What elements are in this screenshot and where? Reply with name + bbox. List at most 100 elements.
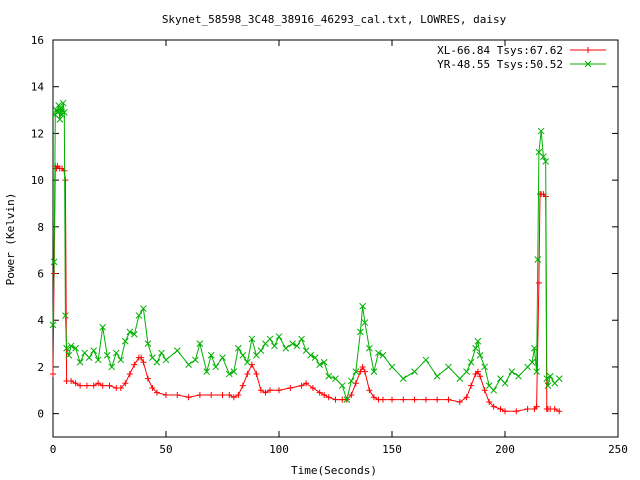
- series-yr: [49, 99, 563, 403]
- data-point: [531, 344, 538, 352]
- x-tick-label: 0: [50, 443, 57, 456]
- data-point: [60, 109, 68, 116]
- data-point: [508, 368, 516, 375]
- data-point: [366, 387, 373, 394]
- data-point: [103, 351, 111, 359]
- data-point: [253, 370, 260, 377]
- data-point: [422, 396, 429, 403]
- data-point: [433, 372, 441, 380]
- data-point: [533, 368, 540, 375]
- legend-label-xl: XL-66.84 Tsys:67.62: [437, 44, 563, 57]
- data-point: [173, 347, 181, 354]
- data-point: [234, 344, 242, 352]
- data-point: [59, 99, 67, 107]
- data-point: [85, 354, 93, 361]
- x-tick-label: 100: [269, 443, 289, 456]
- data-point: [332, 396, 339, 403]
- data-point: [501, 379, 509, 387]
- data-point: [275, 333, 283, 340]
- data-point: [422, 356, 430, 364]
- data-point: [361, 368, 368, 375]
- data-point: [266, 387, 273, 394]
- data-point: [144, 375, 151, 382]
- series-line: [52, 165, 560, 412]
- data-point: [320, 358, 328, 366]
- data-point: [126, 370, 133, 377]
- data-point: [138, 354, 145, 361]
- data-point: [481, 363, 489, 371]
- data-point: [239, 382, 246, 389]
- y-tick-label: 14: [31, 81, 45, 94]
- y-axis: 0 2 4 6 8 10 12 14 16: [31, 34, 618, 421]
- data-point: [474, 337, 482, 345]
- data-point: [389, 396, 395, 403]
- data-point: [476, 351, 484, 359]
- data-point: [537, 127, 545, 135]
- data-point: [57, 104, 65, 112]
- data-point: [162, 356, 170, 364]
- data-point: [76, 358, 84, 366]
- data-point: [497, 405, 504, 412]
- data-point: [477, 373, 484, 380]
- data-point: [203, 368, 211, 375]
- data-point: [135, 312, 143, 319]
- data-point: [551, 405, 558, 412]
- data-point: [230, 394, 237, 401]
- data-point: [474, 368, 481, 375]
- data-point: [338, 382, 346, 389]
- data-point: [262, 389, 269, 396]
- data-point: [502, 408, 508, 415]
- data-point: [325, 394, 332, 401]
- data-point: [388, 363, 396, 371]
- data-point: [556, 408, 563, 415]
- data-point: [307, 351, 314, 359]
- legend-marker: [584, 60, 592, 68]
- data-point: [50, 370, 56, 377]
- y-tick-label: 0: [37, 408, 44, 421]
- data-point: [366, 344, 373, 352]
- data-point: [379, 396, 386, 403]
- data-point: [158, 349, 165, 357]
- data-point: [140, 359, 147, 366]
- series-xl: [50, 163, 563, 415]
- data-point: [112, 349, 120, 357]
- data-point: [149, 384, 156, 391]
- data-point: [468, 382, 475, 389]
- data-point: [343, 396, 351, 403]
- data-point: [185, 361, 192, 368]
- data-point: [94, 356, 102, 364]
- data-point: [375, 349, 382, 357]
- data-point: [379, 351, 387, 359]
- chart-title: Skynet_58598_3C48_38916_46293_cal.txt, L…: [162, 13, 507, 26]
- data-point: [399, 375, 407, 382]
- data-point: [542, 158, 550, 165]
- x-axis: 0 50 100 150 200 250: [50, 40, 628, 456]
- data-point: [244, 370, 251, 377]
- data-point: [347, 377, 355, 385]
- y-tick-label: 2: [37, 361, 44, 374]
- x-tick-label: 250: [608, 443, 628, 456]
- legend-label-yr: YR-48.55 Tsys:50.52: [437, 58, 563, 71]
- series-layer: [49, 99, 563, 415]
- data-point: [445, 363, 452, 371]
- data-point: [546, 372, 554, 380]
- data-point: [62, 312, 69, 319]
- data-point: [196, 340, 204, 347]
- y-tick-label: 4: [37, 314, 44, 327]
- data-point: [257, 347, 265, 354]
- data-point: [271, 342, 278, 350]
- y-tick-label: 6: [37, 268, 44, 281]
- data-point: [456, 398, 463, 405]
- data-point: [95, 380, 102, 387]
- data-point: [543, 375, 551, 382]
- data-point: [332, 375, 339, 382]
- data-point: [122, 380, 129, 387]
- data-point: [456, 375, 464, 382]
- data-point: [126, 328, 134, 336]
- data-point: [293, 342, 301, 350]
- y-axis-label: Power (Kelvin): [4, 193, 17, 286]
- data-point: [77, 382, 84, 389]
- data-point: [153, 389, 160, 396]
- data-point: [108, 363, 116, 371]
- data-point: [282, 344, 290, 352]
